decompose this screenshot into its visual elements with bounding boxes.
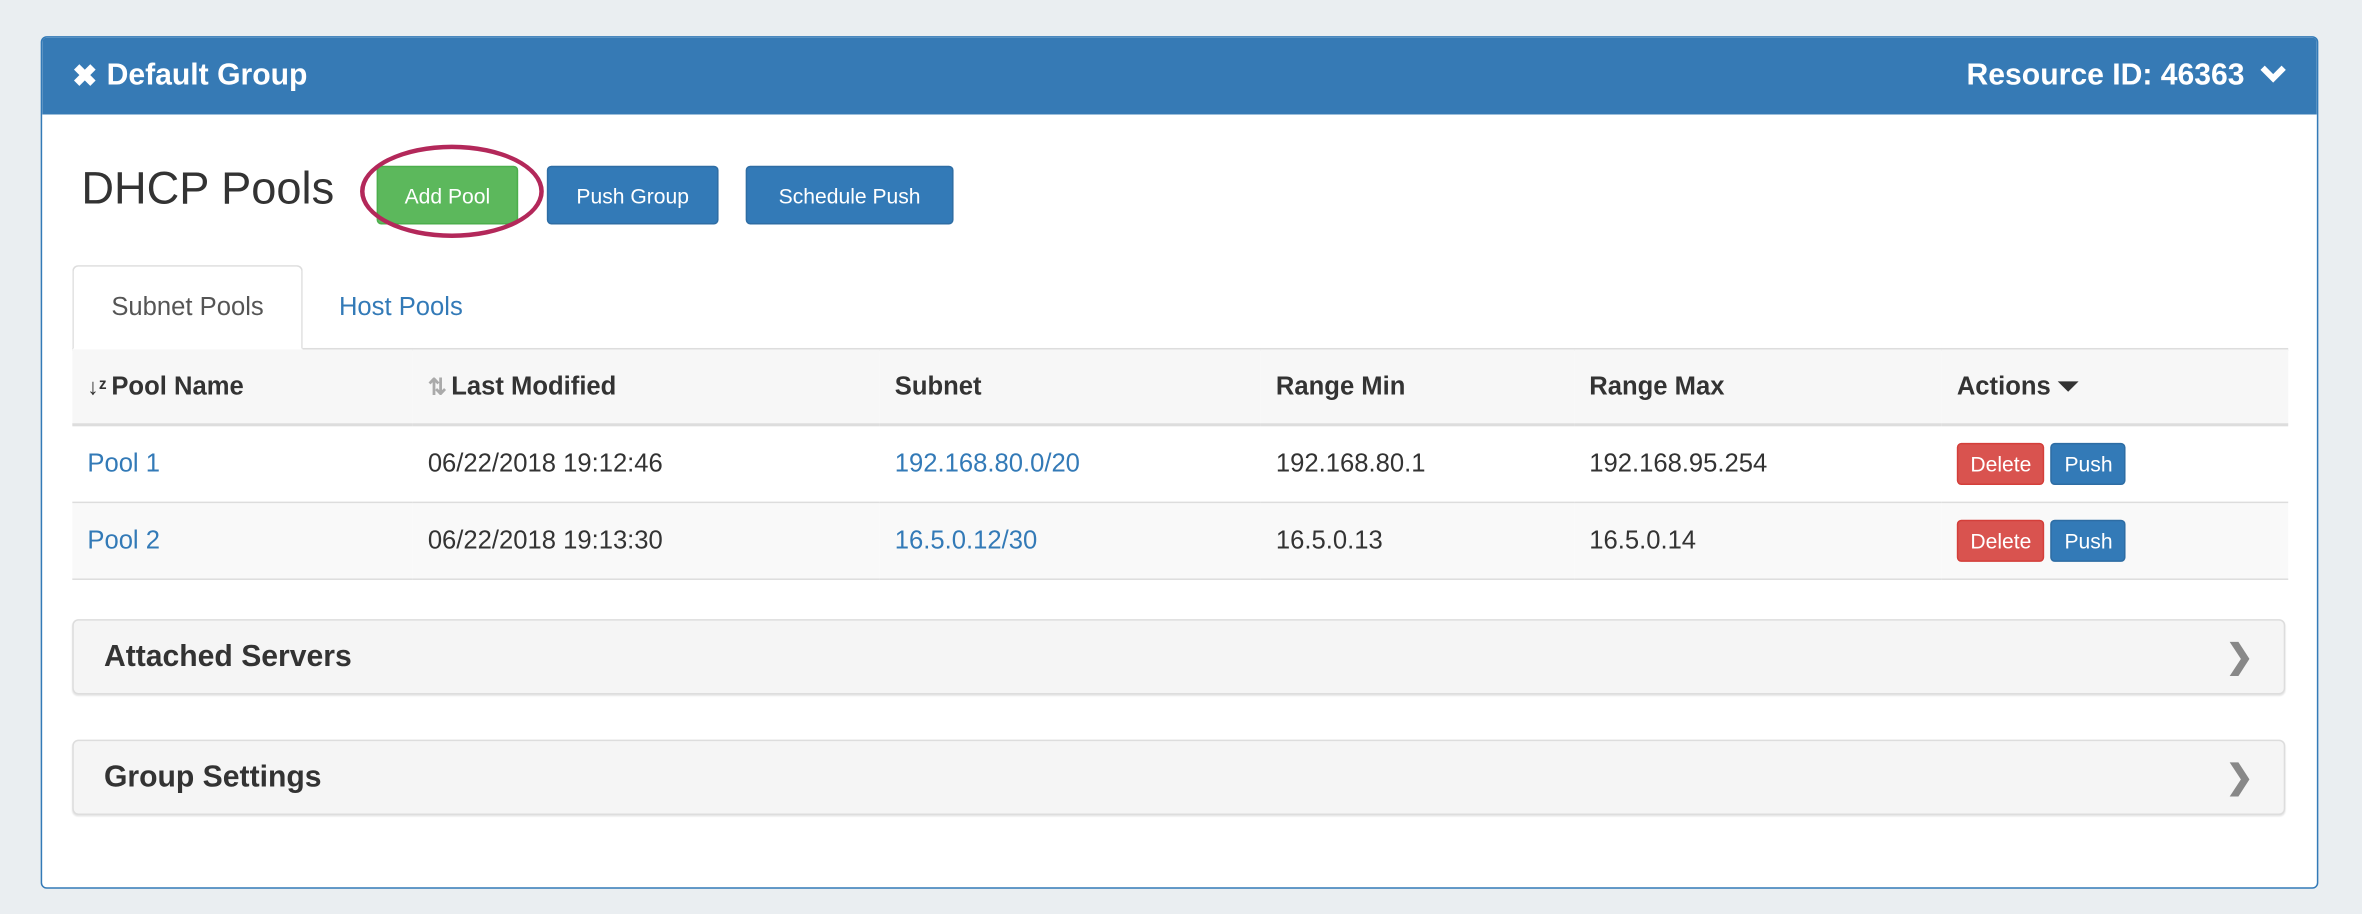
subnet-link[interactable]: 16.5.0.12/30 <box>894 525 1038 555</box>
range-min: 192.168.80.1 <box>1260 424 1575 504</box>
last-modified: 06/22/2018 19:13:30 <box>412 502 880 580</box>
highlight-circle <box>360 144 544 239</box>
page-title: DHCP Pools <box>81 164 335 214</box>
close-icon[interactable]: ✖ <box>72 60 98 94</box>
push-button[interactable]: Push <box>2050 519 2127 562</box>
range-max: 192.168.95.254 <box>1574 424 1942 504</box>
range-min: 16.5.0.13 <box>1260 502 1575 580</box>
subnet-link[interactable]: 192.168.80.0/20 <box>894 448 1080 478</box>
table-row: Pool 2 06/22/2018 19:13:30 16.5.0.12/30 … <box>72 502 2289 580</box>
pools-table: ↓ᶻ Pool Name ⇅ Last Modified Subnet Range … <box>72 349 2289 580</box>
chevron-right-icon: ❯ <box>2225 637 2254 675</box>
delete-button[interactable]: Delete <box>1956 519 2045 562</box>
table-row: Pool 1 06/22/2018 19:12:46 192.168.80.0/… <box>72 424 2289 504</box>
last-modified: 06/22/2018 19:12:46 <box>412 424 880 504</box>
delete-button[interactable]: Delete <box>1956 442 2045 486</box>
push-button[interactable]: Push <box>2050 442 2127 486</box>
panel-header[interactable]: ✖ Default Group Resource ID: 46363 <box>42 37 2317 115</box>
sort-alpha-icon: ↓ᶻ <box>87 374 107 400</box>
group-settings-section[interactable]: Group Settings ❯ <box>72 739 2286 815</box>
attached-servers-section[interactable]: Attached Servers ❯ <box>72 619 2286 695</box>
col-range-min[interactable]: Range Min <box>1260 349 1575 427</box>
col-actions: Actions ⏷ <box>1941 349 2289 427</box>
pool-name-link[interactable]: Pool 2 <box>87 525 160 555</box>
panel-title: Default Group <box>106 58 308 92</box>
col-range-max[interactable]: Range Max <box>1574 349 1942 427</box>
table-header: ↓ᶻ Pool Name ⇅ Last Modified Subnet Range … <box>72 349 2289 427</box>
resource-id: Resource ID: 46363 <box>1966 58 2245 92</box>
range-max: 16.5.0.14 <box>1574 502 1942 580</box>
col-subnet[interactable]: Subnet <box>879 349 1261 427</box>
col-pool-name[interactable]: ↓ᶻ Pool Name <box>72 349 413 427</box>
col-last-modified[interactable]: ⇅ Last Modified <box>412 349 880 427</box>
tab-bar: Subnet Pools Host Pools <box>72 265 2289 351</box>
filter-icon[interactable]: ⏷ <box>2057 371 2079 400</box>
chevron-right-icon: ❯ <box>2225 757 2254 796</box>
schedule-push-button[interactable]: Schedule Push <box>745 165 954 225</box>
tab-host-pools[interactable]: Host Pools <box>338 292 463 321</box>
chevron-down-icon[interactable] <box>2260 59 2287 94</box>
tab-subnet-pools[interactable]: Subnet Pools <box>72 265 303 350</box>
push-group-button[interactable]: Push Group <box>546 165 719 225</box>
pool-name-link[interactable]: Pool 1 <box>87 448 160 478</box>
sort-icon: ⇅ <box>427 374 447 400</box>
group-panel: ✖ Default Group Resource ID: 46363 DHCP P… <box>40 36 2319 889</box>
